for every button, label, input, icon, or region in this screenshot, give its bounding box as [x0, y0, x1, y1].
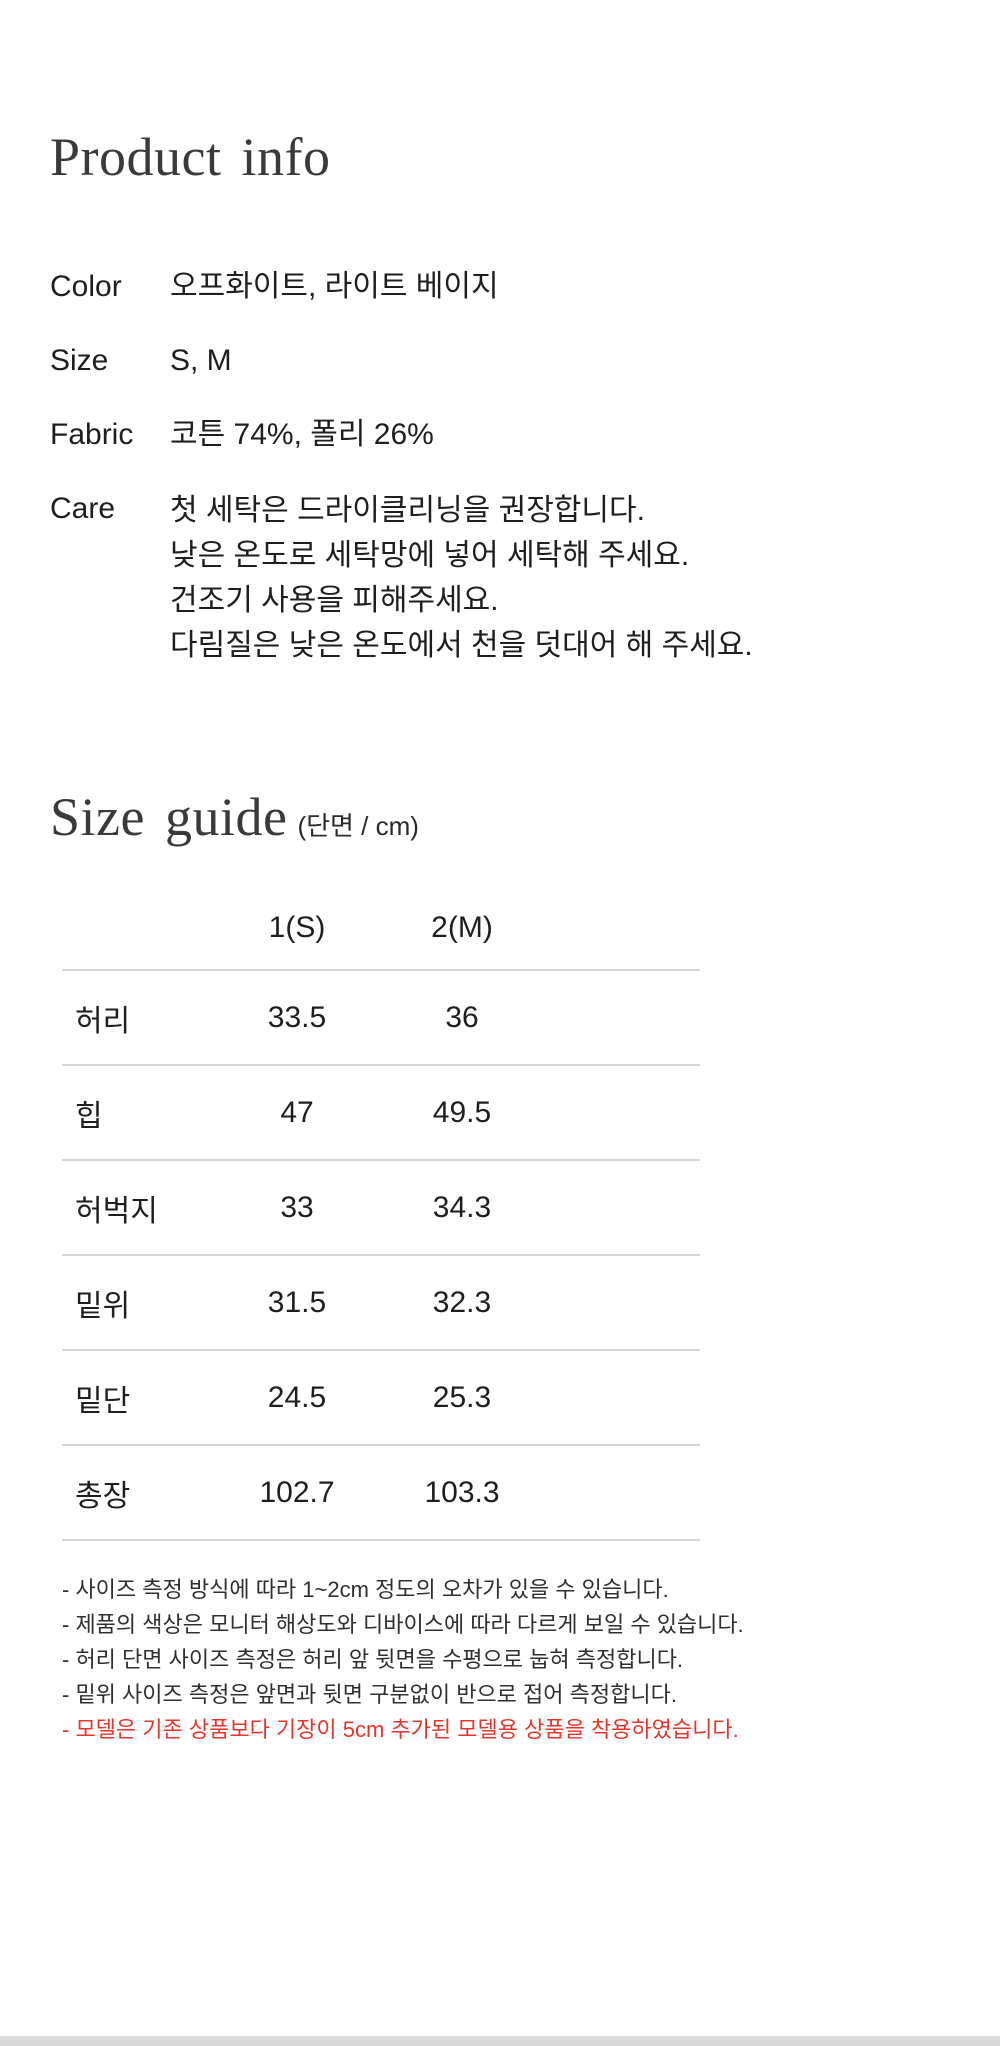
size-cell: 33.5	[267, 1000, 327, 1034]
size-guide-unit-label: (단면 / cm)	[297, 811, 419, 841]
info-row-fabric: Fabric 코튼 74%, 폴리 26%	[50, 414, 950, 456]
info-label-fabric: Fabric	[50, 418, 134, 451]
size-row-label: 힙	[75, 1099, 103, 1133]
size-table-filler-cell	[542, 1445, 700, 1540]
size-col-header-s: 1(S)	[268, 910, 326, 944]
info-row-color: Color 오프화이트, 라이트 베이지	[50, 266, 950, 308]
size-row-label: 밑위	[75, 1289, 131, 1323]
table-row: 허리 33.5 36	[62, 970, 700, 1065]
size-table-filler-cell	[542, 886, 700, 970]
size-table-filler-cell	[542, 970, 700, 1065]
care-line: 다림질은 낮은 온도에서 천을 덧대어 해 주세요.	[170, 629, 753, 662]
table-row: 밑위 31.5 32.3	[62, 1255, 700, 1350]
size-table-corner-cell	[62, 886, 212, 970]
size-row-label: 허벅지	[75, 1194, 158, 1228]
care-line: 낮은 온도로 세탁망에 넣어 세탁해 주세요.	[170, 539, 690, 572]
info-value-color: 오프화이트, 라이트 베이지	[170, 270, 499, 303]
info-value-fabric: 코튼 74%, 폴리 26%	[170, 418, 434, 451]
note-line: - 사이즈 측정 방식에 따라 1~2cm 정도의 오차가 있을 수 있습니다.	[62, 1577, 669, 1602]
bottom-divider	[0, 2036, 1000, 2046]
note-line: - 밑위 사이즈 측정은 앞면과 뒷면 구분없이 반으로 접어 측정합니다.	[62, 1682, 677, 1707]
table-row: 허벅지 33 34.3	[62, 1160, 700, 1255]
note-line: - 제품의 색상은 모니터 해상도와 디바이스에 따라 다르게 보일 수 있습니…	[62, 1612, 744, 1637]
size-cell: 31.5	[267, 1285, 327, 1319]
size-cell: 33	[280, 1190, 314, 1224]
size-guide-notes: - 사이즈 측정 방식에 따라 1~2cm 정도의 오차가 있을 수 있습니다.…	[62, 1572, 962, 1747]
size-table-filler-cell	[542, 1255, 700, 1350]
size-row-label: 총장	[75, 1479, 131, 1513]
size-guide-title: Size guide (단면 / cm)	[50, 790, 419, 844]
size-cell: 103.3	[424, 1475, 500, 1509]
size-table-filler-cell	[542, 1065, 700, 1160]
size-cell: 102.7	[259, 1475, 335, 1509]
info-value-care: 첫 세탁은 드라이클리닝을 권장합니다. 낮은 온도로 세탁망에 넣어 세탁해 …	[170, 488, 753, 668]
size-guide-title-text: Size guide	[50, 787, 288, 847]
info-value-size: S, M	[170, 344, 232, 377]
size-cell: 47	[280, 1095, 314, 1129]
info-row-size: Size S, M	[50, 340, 950, 382]
size-col-header-m: 2(M)	[431, 910, 493, 944]
product-info-title: Product info	[50, 127, 331, 187]
size-cell: 49.5	[432, 1095, 492, 1129]
size-table-filler-cell	[542, 1160, 700, 1255]
info-label-size: Size	[50, 344, 109, 377]
table-row: 총장 102.7 103.3	[62, 1445, 700, 1540]
size-row-label: 밑단	[75, 1384, 131, 1418]
size-cell: 32.3	[432, 1285, 492, 1319]
info-row-care: Care 첫 세탁은 드라이클리닝을 권장합니다. 낮은 온도로 세탁망에 넣어…	[50, 488, 950, 668]
size-cell: 24.5	[267, 1380, 327, 1414]
table-row: 밑단 24.5 25.3	[62, 1350, 700, 1445]
size-table-filler-cell	[542, 1350, 700, 1445]
note-line: - 허리 단면 사이즈 측정은 허리 앞 뒷면을 수평으로 눕혀 측정합니다.	[62, 1647, 684, 1672]
info-label-care: Care	[50, 492, 116, 525]
table-row: 힙 47 49.5	[62, 1065, 700, 1160]
size-table-header-row: 1(S) 2(M)	[62, 886, 700, 970]
size-row-label: 허리	[75, 1004, 131, 1038]
care-line: 첫 세탁은 드라이클리닝을 권장합니다.	[170, 494, 645, 527]
note-line-highlight: - 모델은 기존 상품보다 기장이 5cm 추가된 모델용 상품을 착용하였습니…	[62, 1717, 739, 1742]
product-info-list: Color 오프화이트, 라이트 베이지 Size S, M Fabric 코튼…	[50, 266, 950, 700]
care-line: 건조기 사용을 피해주세요.	[170, 584, 499, 617]
size-cell: 34.3	[432, 1190, 492, 1224]
size-cell: 25.3	[432, 1380, 492, 1414]
info-label-color: Color	[50, 270, 122, 303]
size-guide-table: 1(S) 2(M) 허리 33.5 36 힙 47 49.5 허벅지 33 34…	[62, 886, 700, 1541]
size-cell: 36	[445, 1000, 479, 1034]
